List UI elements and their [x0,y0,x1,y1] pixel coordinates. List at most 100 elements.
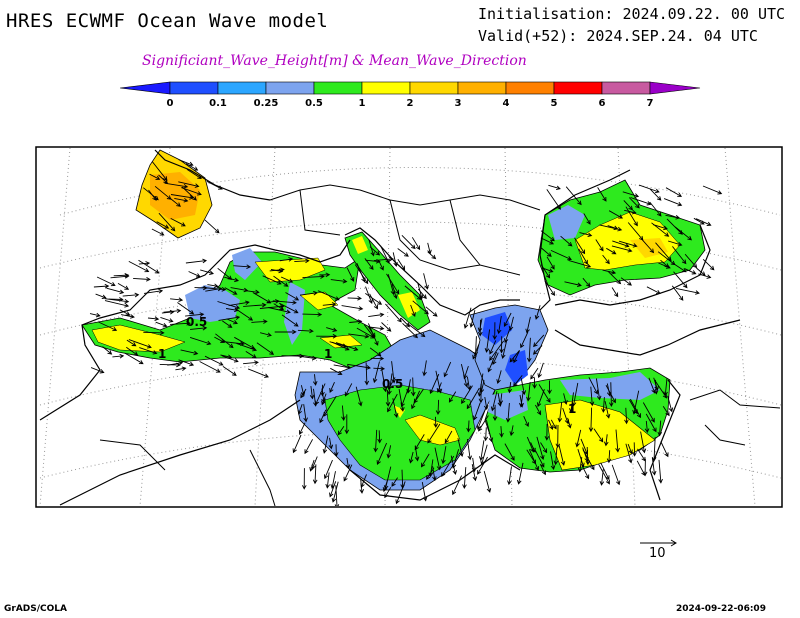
wave-arrow [385,303,402,323]
wave-arrow [155,321,168,328]
wave-arrow [110,274,130,279]
wave-arrow [281,314,299,327]
wave-arrow [404,285,422,301]
borders [99,184,781,506]
wave-arrow [117,283,130,290]
wave-arrow [189,336,212,346]
wave-arrow [300,290,318,296]
wave-arrow [673,271,688,289]
wave-arrow [516,462,524,485]
contour-label: 1 [324,347,332,361]
wave-arrow [649,201,662,217]
wave-arrow [535,404,542,416]
wave-arrow [298,422,306,435]
wave-arrow [505,402,511,423]
wave-arrow [170,297,184,303]
wave-arrow [309,386,315,400]
wave-arrow [391,361,397,384]
wave-arrow [612,240,630,248]
wave-arrow [226,307,239,313]
wave-arrow [143,288,164,294]
wave-arrow [477,456,488,475]
wave-arrow [185,163,199,171]
wave-arrow [303,404,308,423]
wave-arrow [601,397,606,413]
wave-arrow [580,438,589,455]
wave-arrow [582,277,591,288]
wave-arrow [492,322,497,341]
wave-arrow [433,416,439,428]
wave-arrow [646,286,661,295]
wave-arrow [469,310,476,328]
wave-arrow [411,237,421,251]
wave-arrow [513,350,521,364]
wave-arrow [243,302,267,308]
wave-arrow [344,414,350,435]
wave-arrow [575,429,582,448]
wave-arrow [489,340,497,355]
wave-arrow [385,389,391,407]
wave-arrow [480,444,488,466]
legend-tick-label: 0.25 [254,98,279,109]
wave-arrow [259,304,285,309]
wave-arrow [372,361,380,384]
wave-arrow [297,328,314,334]
wave-arrow [550,451,556,471]
wave-arrow [684,268,697,275]
wave-arrow [356,263,366,283]
black-sea-west-low [548,205,585,240]
wave-arrow [330,278,348,284]
wave-arrow [460,363,469,388]
wave-arrow [368,312,385,318]
wave-arrow [367,326,376,338]
wave-arrow [190,325,208,331]
reference-vector-label: 10 [649,546,666,561]
wave-arrow [547,380,552,395]
wave-arrow [530,442,536,453]
wave-arrow [611,287,619,298]
wave-arrow [478,440,485,462]
wave-arrow [548,184,561,191]
wave-arrow [671,285,684,301]
wave-arrow [392,252,398,268]
wave-arrow [503,312,512,328]
wave-arrow [483,427,489,442]
wave-arrow [119,309,131,316]
wave-arrow [546,189,561,210]
wave-arrow [365,286,373,304]
wave-arrow [595,378,602,401]
wave-arrow [359,479,365,494]
wave-arrow [632,390,640,415]
contour-label: 1 [568,402,576,416]
wave-arrow [593,428,604,443]
wave-arrow [380,245,390,264]
wave-arrow [530,367,539,380]
wave-arrow [471,457,477,473]
wave-arrow [224,276,240,283]
wave-arrow [499,426,504,438]
wave-arrow [170,321,191,326]
wave-arrow [444,430,453,444]
wave-arrow [341,305,364,311]
wave-arrow [383,466,392,490]
wave-arrow [382,480,388,493]
wave-arrow [384,487,392,499]
wave-arrow [451,449,460,469]
wave-arrow [485,419,494,443]
wave-arrow [674,226,693,241]
wave-arrow [199,361,221,373]
wave-arrow [622,191,640,198]
wave-arrow [546,256,555,270]
wave-arrow [194,285,208,291]
legend-tick-label: 0.5 [305,98,323,109]
wave-arrow [492,352,499,366]
wave-arrow [606,247,617,255]
wave-arrow [544,280,556,296]
wave-arrow [604,401,611,419]
wave-arrow [174,197,189,203]
wave-arrow [364,258,374,271]
wave-arrow [154,185,172,200]
wave-arrow [660,441,669,458]
wave-arrow [138,259,160,274]
wave-arrow [285,292,300,301]
